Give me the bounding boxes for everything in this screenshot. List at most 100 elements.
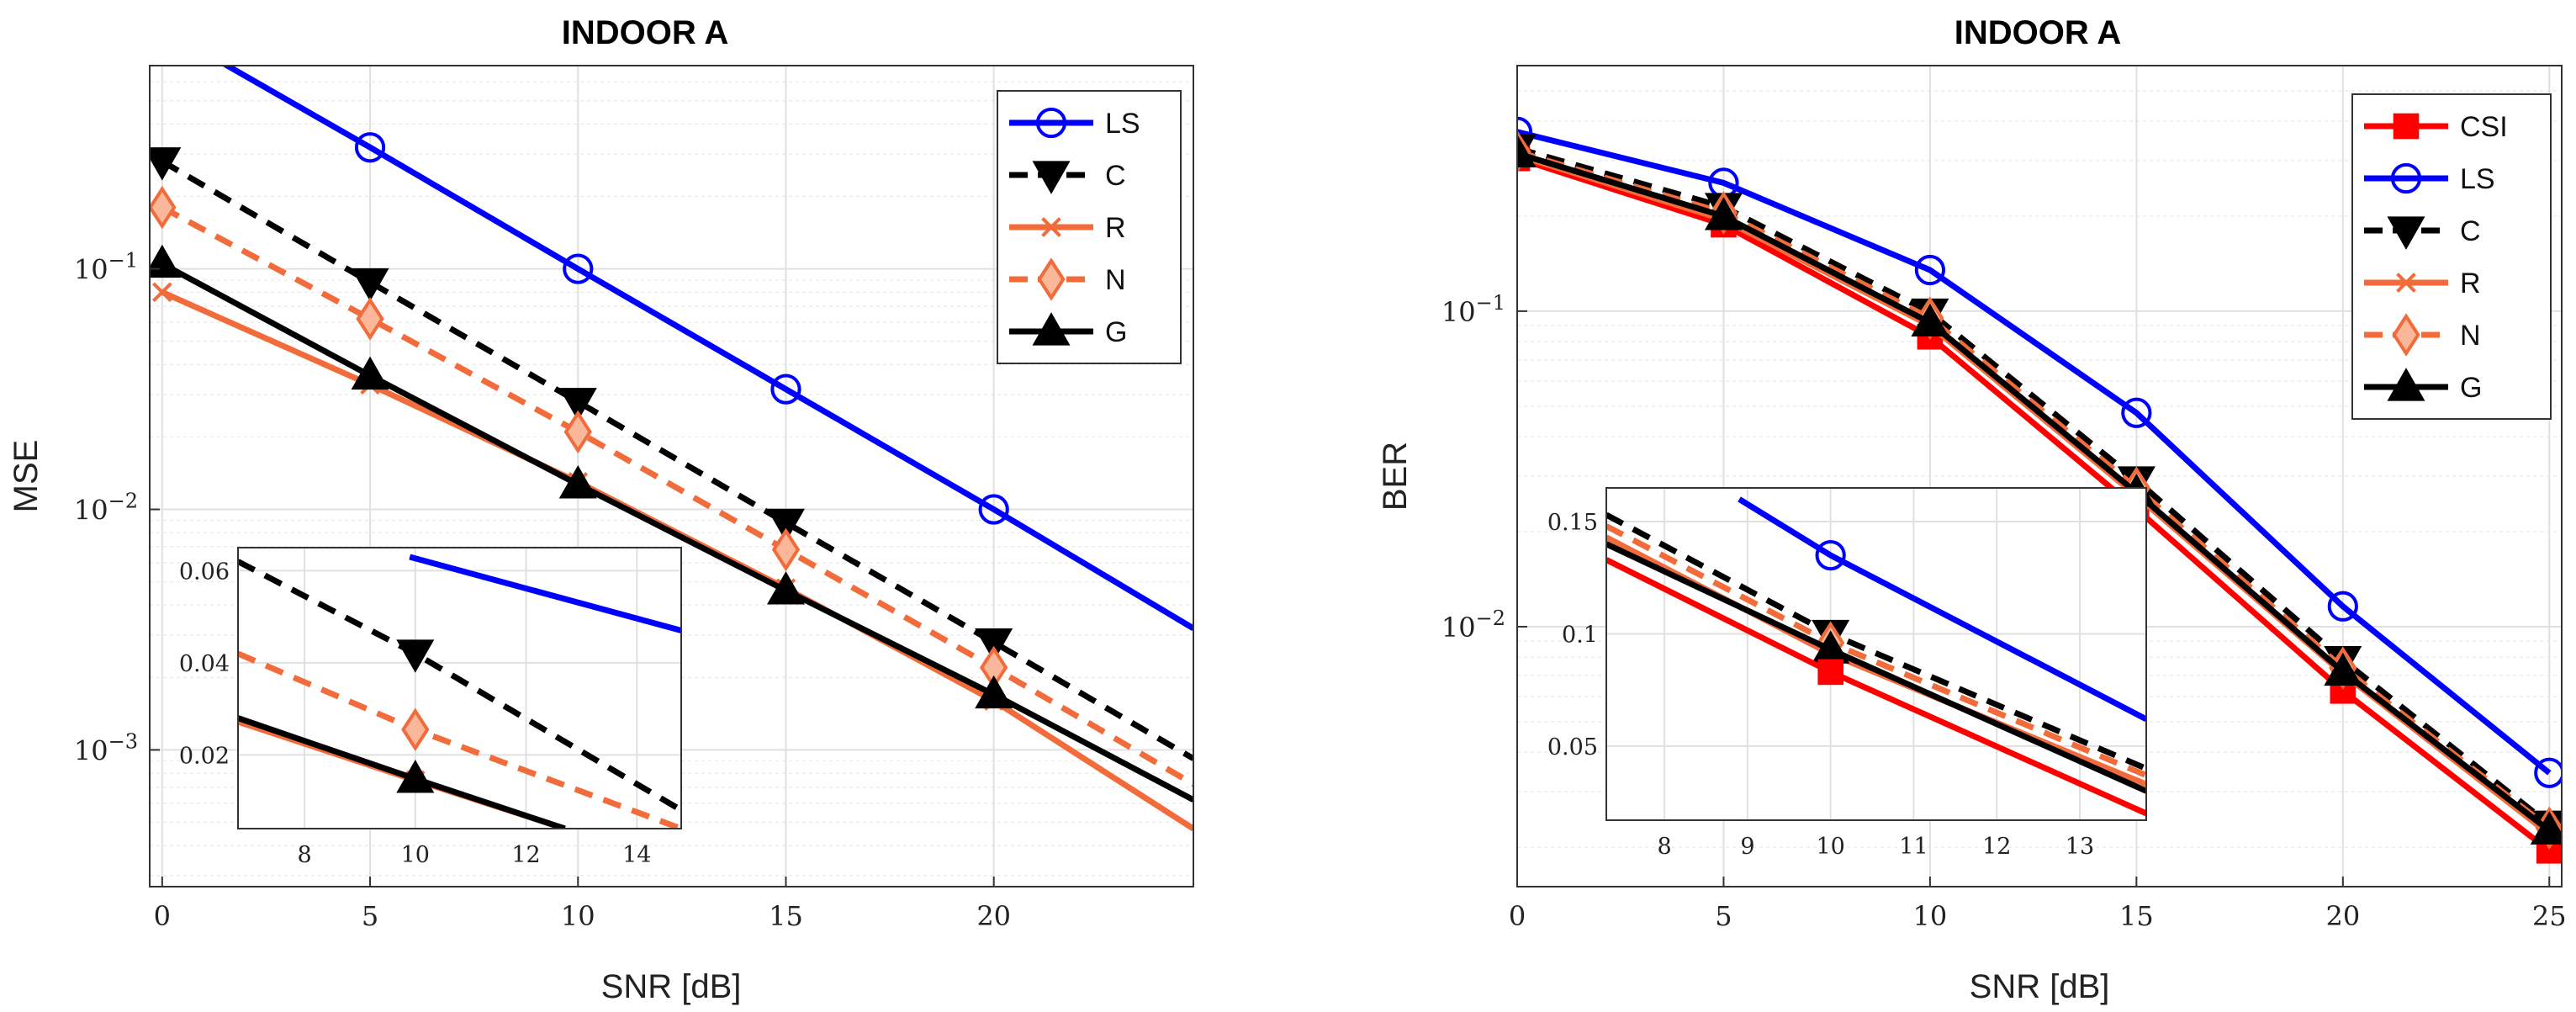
data-point-g — [2530, 811, 2562, 845]
inset-y-tick-label: 0.15 — [1547, 510, 1598, 536]
legend-label: C — [1105, 160, 1126, 192]
x-tick-label: 5 — [1715, 900, 1732, 932]
series-line-ls — [1517, 129, 2552, 776]
inset-data-point-csi — [1817, 659, 1843, 686]
legend-marker-c — [2387, 216, 2425, 250]
series-line-csi — [1517, 155, 2552, 854]
inset-y-tick-label: 0.04 — [179, 651, 230, 677]
inset-bg — [238, 548, 681, 829]
series-group — [149, 15, 1193, 832]
legend-marker-n — [2392, 313, 2420, 357]
series-line-ls — [221, 66, 1193, 632]
inset-series-line-ls — [1738, 496, 2146, 723]
y-axis-label: BER — [1377, 442, 1414, 511]
x-tick-label: 15 — [769, 900, 803, 932]
inset-data-point-n — [401, 707, 430, 752]
inset-x-tick-label: 10 — [1816, 834, 1844, 860]
mse-panel: INDOOR A 0 5 10 15 20 10−1 10−2 10−3 SNR [dB] M… — [8, 14, 1194, 1005]
x-tick-label: 20 — [2325, 900, 2360, 932]
inset-x-tick-label: 12 — [1982, 834, 2011, 860]
inset-series-line-ls — [409, 554, 681, 633]
inset-box — [237, 547, 682, 829]
data-point-c — [766, 508, 805, 543]
series-line-c — [1517, 146, 2552, 827]
series-line-n — [161, 204, 1193, 787]
legend-label: CSI — [2460, 111, 2508, 143]
x-tick-label: 20 — [976, 900, 1011, 932]
inset-x-tick-label: 13 — [2066, 834, 2094, 860]
inset-y-tick-label: 0.05 — [1547, 734, 1598, 760]
inset-data-point-ls — [1815, 539, 1846, 571]
inset-zoom: 8 9 10 11 12 13 0.05 0.1 0.15 — [1547, 487, 2147, 860]
legend-marker-ls — [1035, 107, 1067, 139]
legend-label: R — [1105, 212, 1126, 244]
x-tick-label: 15 — [2119, 900, 2154, 932]
legend-label: G — [1105, 316, 1127, 348]
x-tick-label: 0 — [154, 900, 171, 932]
legend-label: G — [2460, 372, 2482, 404]
legend-marker-n — [1037, 257, 1066, 301]
data-point-c — [975, 628, 1013, 662]
inset-y-tick-label: 0.06 — [179, 559, 230, 585]
x-tick-label: 25 — [2532, 900, 2567, 932]
series-line-g — [1517, 151, 2552, 834]
data-point-ls — [770, 374, 801, 405]
legend-box — [2351, 93, 2552, 420]
y-tick-label: 10−2 — [1441, 607, 1505, 644]
inset-box — [1605, 487, 2147, 821]
legend-label: C — [2460, 215, 2481, 247]
y-axis-label: MSE — [8, 440, 45, 513]
data-point-n — [356, 297, 384, 341]
inset-data-point-g — [396, 760, 435, 793]
axes-box — [1516, 65, 2563, 887]
data-point-ls — [149, 15, 176, 42]
tick-labels: 0 5 10 15 20 25 10−1 10−2 — [1441, 291, 2567, 932]
x-axis-label: SNR [dB] — [601, 968, 742, 1005]
legend-marker-ls — [2390, 162, 2422, 194]
data-point-c — [351, 268, 389, 302]
data-point-c — [558, 388, 597, 421]
inset-zoom: 8 10 12 14 0.02 0.04 0.06 — [179, 547, 682, 868]
data-point-ls — [2121, 397, 2152, 428]
data-point-c — [150, 147, 182, 181]
data-point-g — [766, 571, 805, 605]
data-point-ls — [2327, 591, 2358, 622]
y-tick-label: 10−3 — [74, 729, 138, 766]
inset-x-tick-label: 8 — [297, 842, 311, 868]
legend-label: LS — [1105, 108, 1140, 140]
plot-area — [149, 15, 1193, 832]
legend-marker-r — [1041, 217, 1061, 237]
x-tick-label: 10 — [561, 900, 595, 932]
chart-title: INDOOR A — [562, 14, 729, 51]
data-point-g — [2324, 652, 2362, 686]
x-tick-label: 0 — [1509, 900, 1526, 932]
data-point-ls — [2534, 757, 2562, 788]
data-point-g — [975, 675, 1013, 709]
y-tick-label: 10−1 — [1441, 291, 1505, 328]
legend-marker-g — [2387, 368, 2425, 401]
legend-label: N — [1105, 264, 1126, 296]
data-point-ls — [563, 253, 594, 284]
legend-marker-c — [1032, 161, 1071, 194]
legend-marker-r — [2396, 273, 2416, 293]
data-point-n — [563, 410, 592, 454]
inset-data-point-c — [396, 639, 435, 673]
inset-series-group — [238, 554, 681, 829]
series-line-g — [161, 261, 1193, 803]
legend-label: R — [2460, 268, 2481, 299]
inset-x-tick-label: 10 — [401, 842, 430, 868]
inset-x-tick-label: 14 — [622, 842, 651, 868]
inset-y-tick-label: 0.02 — [179, 743, 230, 769]
ber-panel: INDOOR A 0 5 10 15 20 25 10−1 10−2 SNR [dB] BER… — [1377, 14, 2567, 1005]
legend-label: N — [2460, 320, 2481, 352]
series-line-c — [161, 158, 1193, 761]
data-point-g — [1704, 197, 1743, 230]
inset-x-tick-label: 12 — [511, 842, 540, 868]
legend-marker-g — [1032, 312, 1071, 346]
data-point-n — [150, 185, 177, 230]
data-point-ls — [1914, 254, 1946, 286]
inset-series-group — [1606, 496, 2146, 817]
chart-title: INDOOR A — [1954, 14, 2122, 51]
